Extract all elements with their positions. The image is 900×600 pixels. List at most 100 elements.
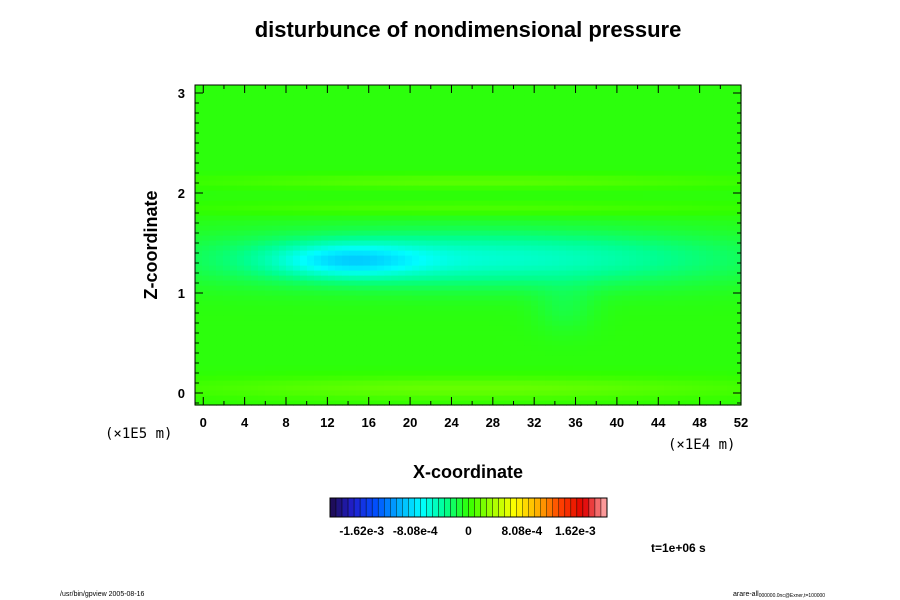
heatmap-cell: [503, 325, 511, 331]
heatmap-cell: [636, 165, 644, 171]
heatmap-cell: [643, 320, 651, 326]
heatmap-cell: [237, 295, 245, 301]
heatmap-cell: [370, 135, 378, 141]
heatmap-cell: [587, 95, 595, 101]
heatmap-cell: [594, 250, 602, 256]
heatmap-cell: [223, 180, 231, 186]
heatmap-cell: [713, 115, 721, 121]
heatmap-cell: [265, 370, 273, 376]
heatmap-cell: [251, 205, 259, 211]
heatmap-cell: [615, 310, 623, 316]
heatmap-cell: [545, 220, 553, 226]
heatmap-cell: [524, 175, 532, 181]
heatmap-cell: [202, 390, 210, 396]
heatmap-cell: [454, 90, 462, 96]
heatmap-cell: [685, 90, 693, 96]
heatmap-cell: [706, 355, 714, 361]
heatmap-cell: [419, 245, 427, 251]
heatmap-cell: [678, 295, 686, 301]
heatmap-cell: [713, 195, 721, 201]
heatmap-cell: [510, 95, 518, 101]
heatmap-cell: [664, 270, 672, 276]
heatmap-cell: [545, 335, 553, 341]
heatmap-cell: [615, 145, 623, 151]
heatmap-cell: [475, 320, 483, 326]
heatmap-cell: [293, 235, 301, 241]
heatmap-cell: [300, 155, 308, 161]
heatmap-cell: [307, 85, 315, 91]
heatmap-cell: [510, 285, 518, 291]
heatmap-cell: [678, 290, 686, 296]
heatmap-cell: [601, 365, 609, 371]
heatmap-cell: [531, 115, 539, 121]
heatmap-cell: [202, 215, 210, 221]
heatmap-cell: [699, 175, 707, 181]
heatmap-cell: [440, 170, 448, 176]
heatmap-cell: [265, 160, 273, 166]
heatmap-cell: [454, 265, 462, 271]
heatmap-cell: [244, 125, 252, 131]
heatmap-cell: [482, 340, 490, 346]
heatmap-cell: [692, 210, 700, 216]
heatmap-cell: [412, 175, 420, 181]
heatmap-cell: [377, 125, 385, 131]
heatmap-cell: [279, 380, 287, 386]
heatmap-cell: [566, 160, 574, 166]
heatmap-cell: [405, 275, 413, 281]
heatmap-cell: [503, 130, 511, 136]
heatmap-cell: [503, 385, 511, 391]
heatmap-cell: [461, 125, 469, 131]
heatmap-cell: [321, 125, 329, 131]
heatmap-cell: [734, 255, 742, 261]
heatmap-cell: [517, 265, 525, 271]
heatmap-cell: [349, 225, 357, 231]
heatmap-cell: [349, 345, 357, 351]
heatmap-cell: [643, 255, 651, 261]
heatmap-cell: [545, 245, 553, 251]
heatmap-cell: [524, 185, 532, 191]
heatmap-cell: [566, 155, 574, 161]
heatmap-cell: [461, 135, 469, 141]
heatmap-cell: [321, 100, 329, 106]
heatmap-cell: [377, 175, 385, 181]
heatmap-cell: [713, 230, 721, 236]
heatmap-cell: [405, 265, 413, 271]
heatmap-cell: [587, 200, 595, 206]
heatmap-cell: [601, 180, 609, 186]
heatmap-cell: [503, 280, 511, 286]
heatmap-cell: [538, 185, 546, 191]
heatmap-cell: [356, 155, 364, 161]
heatmap-cell: [391, 275, 399, 281]
heatmap-cell: [608, 90, 616, 96]
heatmap-cell: [237, 130, 245, 136]
heatmap-cell: [300, 330, 308, 336]
heatmap-cell: [615, 295, 623, 301]
heatmap-cell: [328, 255, 336, 261]
heatmap-cell: [727, 115, 735, 121]
heatmap-cell: [223, 335, 231, 341]
heatmap-cell: [552, 345, 560, 351]
heatmap-cell: [370, 205, 378, 211]
heatmap-cell: [398, 205, 406, 211]
heatmap-cell: [447, 110, 455, 116]
heatmap-cell: [461, 325, 469, 331]
heatmap-cell: [573, 215, 581, 221]
heatmap-cell: [475, 250, 483, 256]
heatmap-cell: [468, 280, 476, 286]
heatmap-cell: [335, 85, 343, 91]
heatmap-cell: [489, 265, 497, 271]
heatmap-cell: [734, 245, 742, 251]
heatmap-cell: [608, 340, 616, 346]
heatmap-cell: [440, 210, 448, 216]
heatmap-cell: [643, 260, 651, 266]
heatmap-cell: [678, 185, 686, 191]
heatmap-cell: [461, 380, 469, 386]
heatmap-cell: [461, 230, 469, 236]
heatmap-cell: [293, 375, 301, 381]
heatmap-cell: [545, 325, 553, 331]
heatmap-cell: [251, 330, 259, 336]
heatmap-cell: [699, 130, 707, 136]
heatmap-cell: [510, 350, 518, 356]
heatmap-cell: [314, 360, 322, 366]
heatmap-cell: [601, 325, 609, 331]
